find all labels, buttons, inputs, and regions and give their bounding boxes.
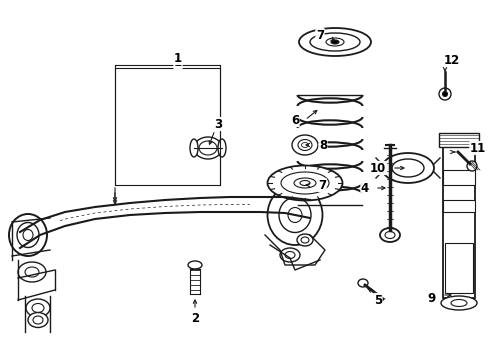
Ellipse shape [199, 141, 217, 155]
Ellipse shape [32, 303, 44, 312]
Ellipse shape [450, 300, 466, 306]
Bar [115, 68, 220, 185]
Ellipse shape [17, 222, 39, 248]
Text: 7: 7 [315, 28, 324, 41]
Bar [438, 133, 478, 147]
Ellipse shape [187, 261, 202, 269]
Text: 1: 1 [174, 55, 182, 68]
Ellipse shape [291, 135, 317, 155]
Text: 5: 5 [373, 293, 381, 306]
Ellipse shape [218, 139, 225, 157]
Text: 12: 12 [443, 54, 459, 67]
Ellipse shape [190, 139, 198, 157]
Ellipse shape [357, 279, 367, 287]
Ellipse shape [23, 230, 33, 240]
Ellipse shape [301, 143, 308, 148]
Ellipse shape [330, 40, 338, 44]
Ellipse shape [285, 252, 294, 258]
Ellipse shape [33, 316, 43, 324]
Ellipse shape [28, 312, 48, 328]
Text: 2: 2 [190, 311, 199, 324]
Bar [442, 145, 474, 298]
Ellipse shape [440, 296, 476, 310]
Bar [444, 243, 472, 293]
Text: 8: 8 [318, 139, 326, 152]
Ellipse shape [279, 198, 310, 233]
Ellipse shape [466, 161, 476, 171]
Ellipse shape [25, 267, 39, 277]
Text: 7: 7 [317, 179, 325, 192]
Text: 9: 9 [427, 292, 435, 305]
Ellipse shape [442, 91, 447, 96]
Ellipse shape [287, 207, 302, 222]
Ellipse shape [267, 166, 342, 201]
Ellipse shape [325, 38, 343, 46]
Bar [442, 170, 474, 185]
Text: 1: 1 [174, 51, 182, 64]
Ellipse shape [379, 228, 399, 242]
Ellipse shape [281, 172, 328, 194]
Ellipse shape [18, 262, 46, 282]
Ellipse shape [296, 234, 312, 246]
Ellipse shape [298, 28, 370, 56]
Bar [442, 200, 474, 212]
Ellipse shape [26, 299, 50, 317]
Text: 10: 10 [369, 162, 386, 175]
Ellipse shape [384, 231, 394, 239]
Ellipse shape [267, 185, 322, 245]
Ellipse shape [293, 178, 315, 188]
Ellipse shape [309, 33, 359, 51]
Ellipse shape [438, 88, 450, 100]
Ellipse shape [9, 214, 47, 256]
Ellipse shape [381, 153, 433, 183]
Text: 6: 6 [290, 113, 299, 126]
Text: 11: 11 [469, 141, 485, 154]
Ellipse shape [194, 137, 222, 159]
Ellipse shape [299, 180, 309, 185]
Text: 3: 3 [214, 117, 222, 131]
Ellipse shape [391, 159, 423, 177]
Text: 4: 4 [360, 181, 368, 194]
Ellipse shape [297, 140, 311, 150]
Ellipse shape [301, 237, 308, 243]
Ellipse shape [280, 248, 299, 262]
